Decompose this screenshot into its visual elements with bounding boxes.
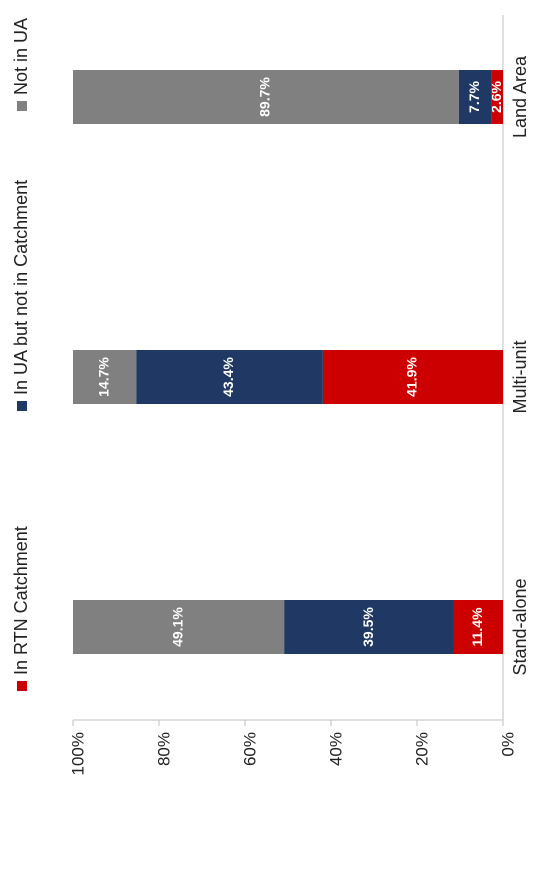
data-label: 11.4% <box>469 607 485 646</box>
bar-segment <box>73 70 459 124</box>
bar-segment <box>284 600 454 654</box>
bar-segment <box>322 350 503 404</box>
value-tick-label: 0% <box>498 732 517 757</box>
legend-label: In RTN Catchment <box>11 526 31 675</box>
legend-swatch <box>17 401 27 411</box>
legend-item: In UA but not in Catchment <box>11 180 31 411</box>
data-label: 49.1% <box>169 607 185 647</box>
legend-swatch <box>17 101 27 111</box>
bar-segment <box>491 70 503 124</box>
value-tick-label: 20% <box>412 732 431 766</box>
value-tick-label: 60% <box>240 732 259 766</box>
bar-segment <box>458 70 492 124</box>
legend-label: Not in UA <box>11 18 31 95</box>
value-tick-label: 80% <box>154 732 173 766</box>
category-label: Land Area <box>510 55 530 138</box>
legend-item: In RTN Catchment <box>11 526 31 691</box>
bar-segment <box>73 350 137 404</box>
legend-label: In UA but not in Catchment <box>11 180 31 395</box>
legend-item: Not in UA <box>11 18 31 111</box>
category-label: Stand-alone <box>510 578 530 675</box>
data-label: 39.5% <box>360 607 376 647</box>
data-label: 7.7% <box>466 80 482 112</box>
value-tick-label: 40% <box>326 732 345 766</box>
legend-swatch <box>17 681 27 691</box>
data-label: 43.4% <box>220 357 236 397</box>
data-label: 2.6% <box>488 80 504 112</box>
value-tick-label: 100% <box>68 732 87 775</box>
category-label: Multi-unit <box>510 340 530 413</box>
bar-segment <box>136 350 323 404</box>
data-label: 41.9% <box>404 357 420 397</box>
data-label: 89.7% <box>257 77 273 117</box>
bar-segment <box>453 600 503 654</box>
bar-segment <box>73 600 285 654</box>
data-label: 14.7% <box>95 357 111 397</box>
